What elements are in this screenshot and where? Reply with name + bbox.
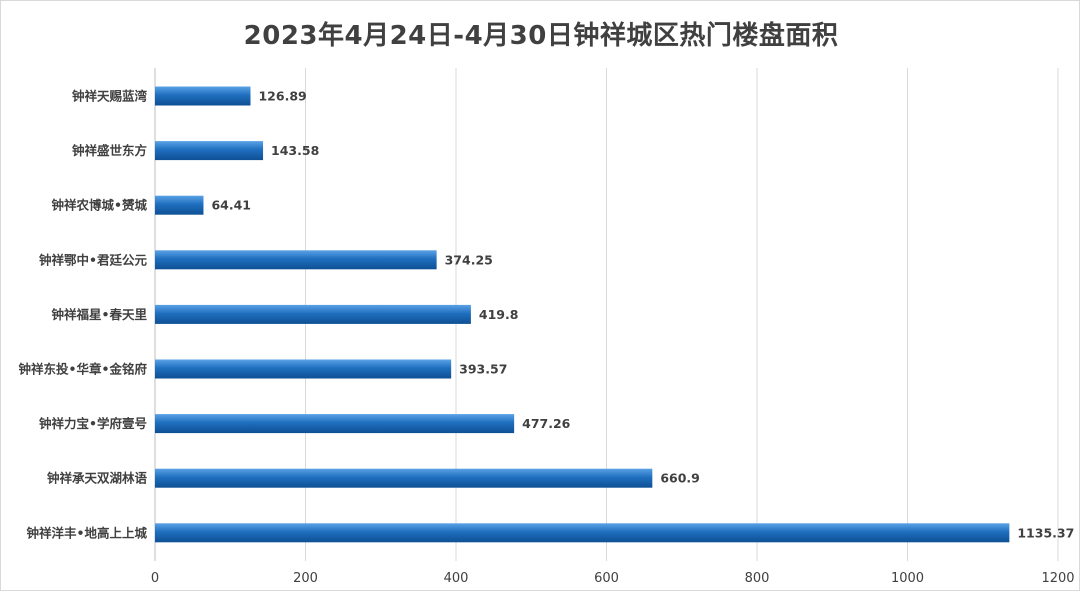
bar [155, 414, 515, 434]
x-tick-label: 800 [745, 571, 770, 586]
bars [155, 86, 1010, 543]
category-label: 钟祥福星•春天里 [52, 307, 148, 322]
category-label: 钟祥鄂中•君廷公元 [39, 252, 147, 267]
bar [155, 250, 437, 270]
data-label: 477.26 [522, 416, 571, 431]
bar [155, 359, 452, 379]
x-tick-label: 400 [444, 571, 469, 586]
x-tick-label: 0 [151, 571, 159, 586]
data-label: 64.41 [211, 198, 251, 213]
category-label: 钟祥农博城•赟城 [52, 198, 148, 213]
data-label: 393.57 [459, 362, 507, 377]
category-label: 钟祥洋丰•地高上上城 [27, 525, 148, 540]
category-label: 钟祥力宝•学府壹号 [39, 416, 147, 431]
x-tick-label: 1200 [1041, 571, 1074, 586]
category-labels: 钟祥天赐蓝湾钟祥盛世东方钟祥农博城•赟城钟祥鄂中•君廷公元钟祥福星•春天里钟祥东… [19, 89, 148, 541]
bar [155, 195, 204, 215]
x-tick-label: 1000 [891, 571, 924, 586]
data-label: 419.8 [479, 307, 519, 322]
category-label: 钟祥承天双湖林语 [47, 471, 148, 486]
bar [155, 523, 1010, 543]
bar [155, 86, 251, 106]
x-axis-ticks: 0 200 400 600 800 1000 1200 [151, 571, 1075, 586]
x-tick-label: 200 [293, 571, 318, 586]
category-label: 钟祥天赐蓝湾 [72, 89, 148, 104]
data-label: 660.9 [660, 471, 700, 486]
chart-title: 2023年4月24日-4月30日钟祥城区热门楼盘面积 [243, 21, 839, 51]
data-label: 374.25 [445, 252, 493, 267]
bar [155, 304, 471, 324]
category-label: 钟祥东投•华章•金铭府 [19, 362, 148, 377]
bar [155, 141, 264, 161]
data-label: 1135.37 [1017, 525, 1074, 540]
data-label: 126.89 [258, 89, 306, 104]
category-label: 钟祥盛世东方 [72, 143, 147, 158]
data-label: 143.58 [271, 143, 319, 158]
value-labels: 126.89 143.58 64.41 374.25 419.8 393.57 477.26… [211, 89, 1074, 541]
x-tick-label: 600 [594, 571, 619, 586]
bar [155, 468, 653, 488]
